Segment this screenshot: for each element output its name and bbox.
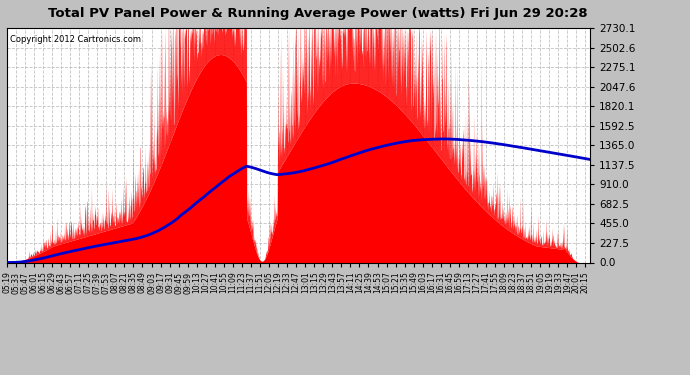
Text: Total PV Panel Power & Running Average Power (watts) Fri Jun 29 20:28: Total PV Panel Power & Running Average P… [48, 8, 587, 21]
Text: Copyright 2012 Cartronics.com: Copyright 2012 Cartronics.com [10, 35, 141, 44]
